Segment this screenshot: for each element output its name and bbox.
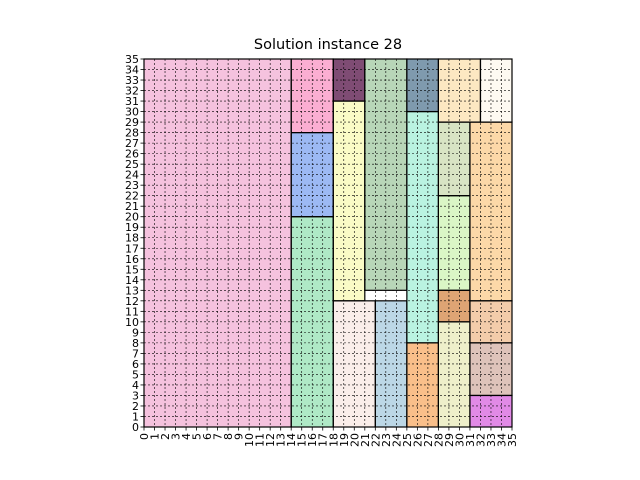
x-tick-label: 22 [369, 433, 382, 447]
x-tick-label: 2 [159, 433, 172, 440]
rectangle-5 [333, 101, 365, 301]
y-tick-label: 8 [132, 337, 139, 350]
x-tick-label: 33 [485, 433, 498, 447]
plot-frame [143, 58, 513, 428]
y-tick-label: 9 [132, 326, 139, 339]
x-tick-label: 9 [233, 433, 246, 440]
x-tick-label: 16 [306, 433, 319, 447]
y-tick-label: 23 [125, 179, 139, 192]
y-tick-label: 5 [132, 368, 139, 381]
y-tick-label: 25 [125, 158, 139, 171]
y-tick-label: 30 [125, 106, 139, 119]
y-tick-label: 33 [125, 74, 139, 87]
x-tick-label: 5 [191, 433, 204, 440]
x-axis: 0123456789101112131415161718192021222324… [138, 427, 519, 447]
y-tick-label: 0 [132, 421, 139, 434]
rectangle-9 [406, 59, 439, 112]
x-tick-label: 31 [464, 433, 477, 447]
x-tick-label: 27 [422, 433, 435, 447]
y-tick-label: 11 [125, 305, 139, 318]
rectangles-layer [144, 59, 512, 427]
x-tick-label: 30 [453, 433, 466, 447]
y-tick-label: 4 [132, 379, 139, 392]
y-tick-label: 13 [125, 284, 139, 297]
x-tick-label: 6 [201, 433, 214, 440]
y-tick-label: 29 [125, 116, 139, 129]
x-tick-label: 29 [443, 433, 456, 447]
x-tick-label: 0 [138, 433, 151, 440]
x-tick-label: 20 [348, 433, 361, 447]
x-tick-label: 15 [296, 433, 309, 447]
y-axis: 0123456789101112131415161718192021222324… [125, 53, 144, 434]
y-tick-label: 27 [125, 137, 139, 150]
x-tick-label: 10 [243, 433, 256, 447]
x-tick-label: 23 [380, 433, 393, 447]
x-tick-label: 8 [222, 433, 235, 440]
x-tick-label: 11 [254, 433, 267, 447]
x-tick-label: 1 [149, 433, 162, 440]
y-tick-label: 21 [125, 200, 139, 213]
x-tick-label: 25 [401, 433, 414, 447]
rectangle-14 [438, 122, 470, 196]
y-tick-label: 32 [125, 85, 139, 98]
y-tick-label: 3 [132, 389, 139, 402]
x-tick-label: 7 [212, 433, 225, 440]
y-tick-label: 12 [125, 295, 139, 308]
x-tick-label: 21 [359, 433, 372, 447]
y-tick-label: 6 [132, 358, 139, 371]
y-tick-label: 28 [125, 127, 139, 140]
x-tick-label: 13 [275, 433, 288, 447]
y-tick-label: 17 [125, 242, 139, 255]
y-tick-label: 1 [132, 410, 139, 423]
x-tick-label: 18 [327, 433, 340, 447]
y-tick-label: 26 [125, 148, 139, 161]
y-tick-label: 10 [125, 316, 139, 329]
y-tick-label: 34 [125, 64, 139, 77]
x-tick-label: 35 [506, 433, 519, 447]
y-tick-label: 16 [125, 253, 139, 266]
x-tick-label: 26 [411, 433, 424, 447]
x-tick-label: 19 [338, 433, 351, 447]
x-tick-label: 4 [180, 433, 193, 440]
y-tick-label: 18 [125, 232, 139, 245]
x-tick-label: 24 [390, 433, 403, 447]
x-tick-label: 3 [170, 433, 183, 440]
x-tick-label: 28 [432, 433, 445, 447]
chart-title: Solution instance 28 [254, 37, 402, 53]
y-tick-label: 35 [125, 53, 139, 66]
y-tick-label: 15 [125, 263, 139, 276]
y-tick-label: 2 [132, 400, 139, 413]
x-tick-label: 17 [317, 433, 330, 447]
x-tick-label: 34 [495, 433, 508, 447]
y-tick-label: 7 [132, 347, 139, 360]
y-tick-label: 19 [125, 221, 139, 234]
rectangle-17 [438, 290, 470, 322]
rectangle-15 [438, 195, 470, 291]
y-tick-label: 31 [125, 95, 139, 108]
x-tick-label: 32 [474, 433, 487, 447]
y-tick-label: 14 [125, 274, 139, 287]
y-tick-label: 20 [125, 211, 139, 224]
y-tick-label: 22 [125, 190, 139, 203]
x-tick-label: 12 [264, 433, 277, 447]
y-tick-label: 24 [125, 169, 139, 182]
x-tick-label: 14 [285, 433, 298, 447]
